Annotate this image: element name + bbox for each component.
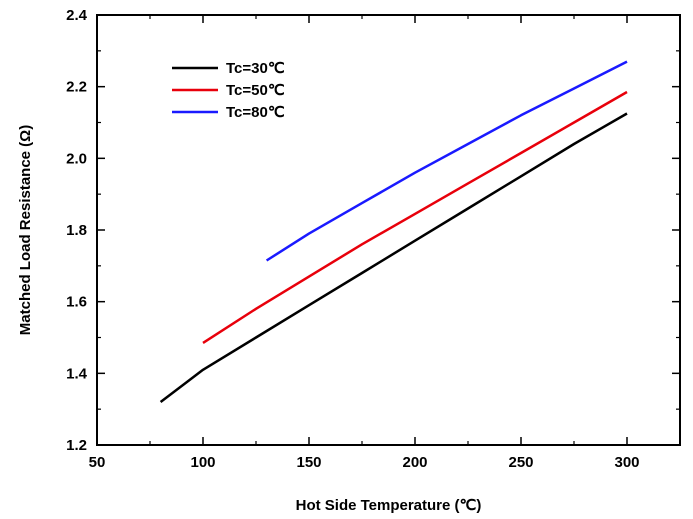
x-tick-label: 50 — [89, 454, 106, 471]
y-axis-title: Matched Load Resistance (Ω) — [17, 125, 34, 335]
series-line-tc-30 — [159, 112, 628, 403]
y-tick-label: 1.6 — [66, 294, 87, 311]
legend-label: Tc=30℃ — [226, 60, 285, 77]
y-tick-label: 2.4 — [66, 7, 88, 24]
x-tick-label: 300 — [614, 454, 639, 471]
y-tick-label: 1.8 — [66, 222, 87, 239]
legend-label: Tc=80℃ — [226, 104, 285, 121]
series-lines — [159, 60, 628, 403]
legend-label: Tc=50℃ — [226, 82, 285, 99]
x-tick-label: 200 — [402, 454, 427, 471]
y-tick-label: 2.0 — [66, 150, 87, 167]
series-line-tc-80 — [265, 60, 628, 262]
x-tick-label: 100 — [190, 454, 215, 471]
x-tick-label: 150 — [296, 454, 321, 471]
y-tick-label: 1.4 — [66, 365, 88, 382]
series-line-tc-50 — [202, 90, 628, 344]
axes: 50 100 150 200 250 300 1.2 1.4 1.6 1.8 2.0 2.2 2.4 — [66, 7, 680, 471]
y-tick-label: 1.2 — [66, 437, 87, 454]
x-axis-title: Hot Side Temperature (℃) — [296, 497, 482, 514]
y-tick-label: 2.2 — [66, 79, 87, 96]
x-tick-label: 250 — [508, 454, 533, 471]
legend: Tc=30℃ Tc=50℃ Tc=80℃ — [172, 60, 285, 121]
